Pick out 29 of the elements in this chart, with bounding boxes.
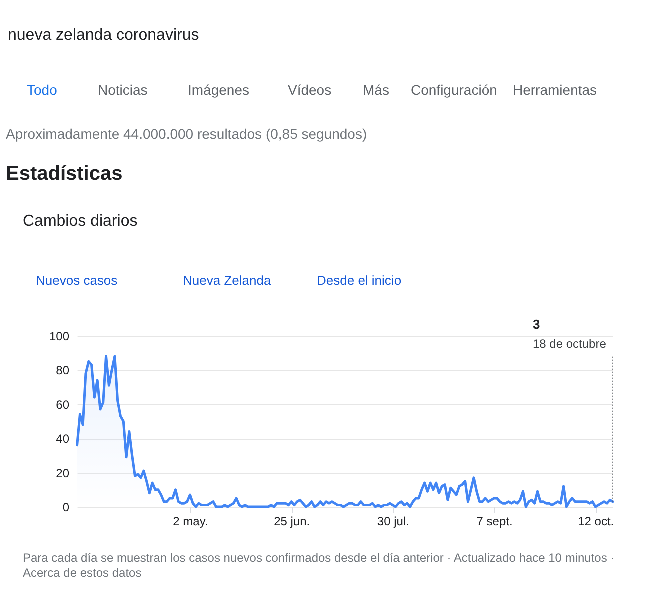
text: Acerca de estos datos	[23, 566, 142, 580]
text: Noticias	[98, 82, 148, 98]
chart-title: Cambios diarios	[23, 213, 138, 230]
x-tick-label: 25 jun.	[274, 514, 310, 528]
text: Más	[363, 82, 390, 98]
text: Herramientas	[513, 82, 598, 98]
x-tick-label: 30 jul.	[377, 514, 410, 528]
x-tick-label: 7 sept.	[476, 514, 513, 528]
x-tick-label: 12 oct.	[578, 514, 614, 528]
text: Aproximadamente 44.000.000 resultados (0,85 segundos)	[6, 126, 368, 142]
y-tick-label: 20	[56, 466, 70, 480]
text: nueva zelanda coronavirus	[8, 27, 200, 44]
text: Todo	[27, 82, 58, 98]
y-tick-label: 100	[49, 330, 70, 344]
y-tick-label: 40	[56, 432, 70, 446]
y-tick-label: 60	[56, 398, 70, 412]
annotation: 18 de octubre	[533, 337, 607, 351]
text: 3	[533, 317, 540, 332]
text: Para cada día se muestran los casos nuevos confirmados desde el día anterior · Actualizado hace 10 minutos ·	[23, 551, 615, 565]
text: Estadísticas	[6, 163, 123, 185]
text: Nuevos casos	[36, 273, 118, 288]
text: Nueva Zelanda	[183, 273, 272, 288]
text: Vídeos	[288, 82, 332, 98]
text: Imágenes	[188, 82, 250, 98]
y-tick-label: 80	[56, 364, 70, 378]
y-tick-label: 0	[62, 500, 70, 514]
x-tick-label: 2 may.	[173, 514, 208, 528]
text: Desde el inicio	[317, 273, 402, 288]
text: Configuración	[411, 82, 498, 98]
